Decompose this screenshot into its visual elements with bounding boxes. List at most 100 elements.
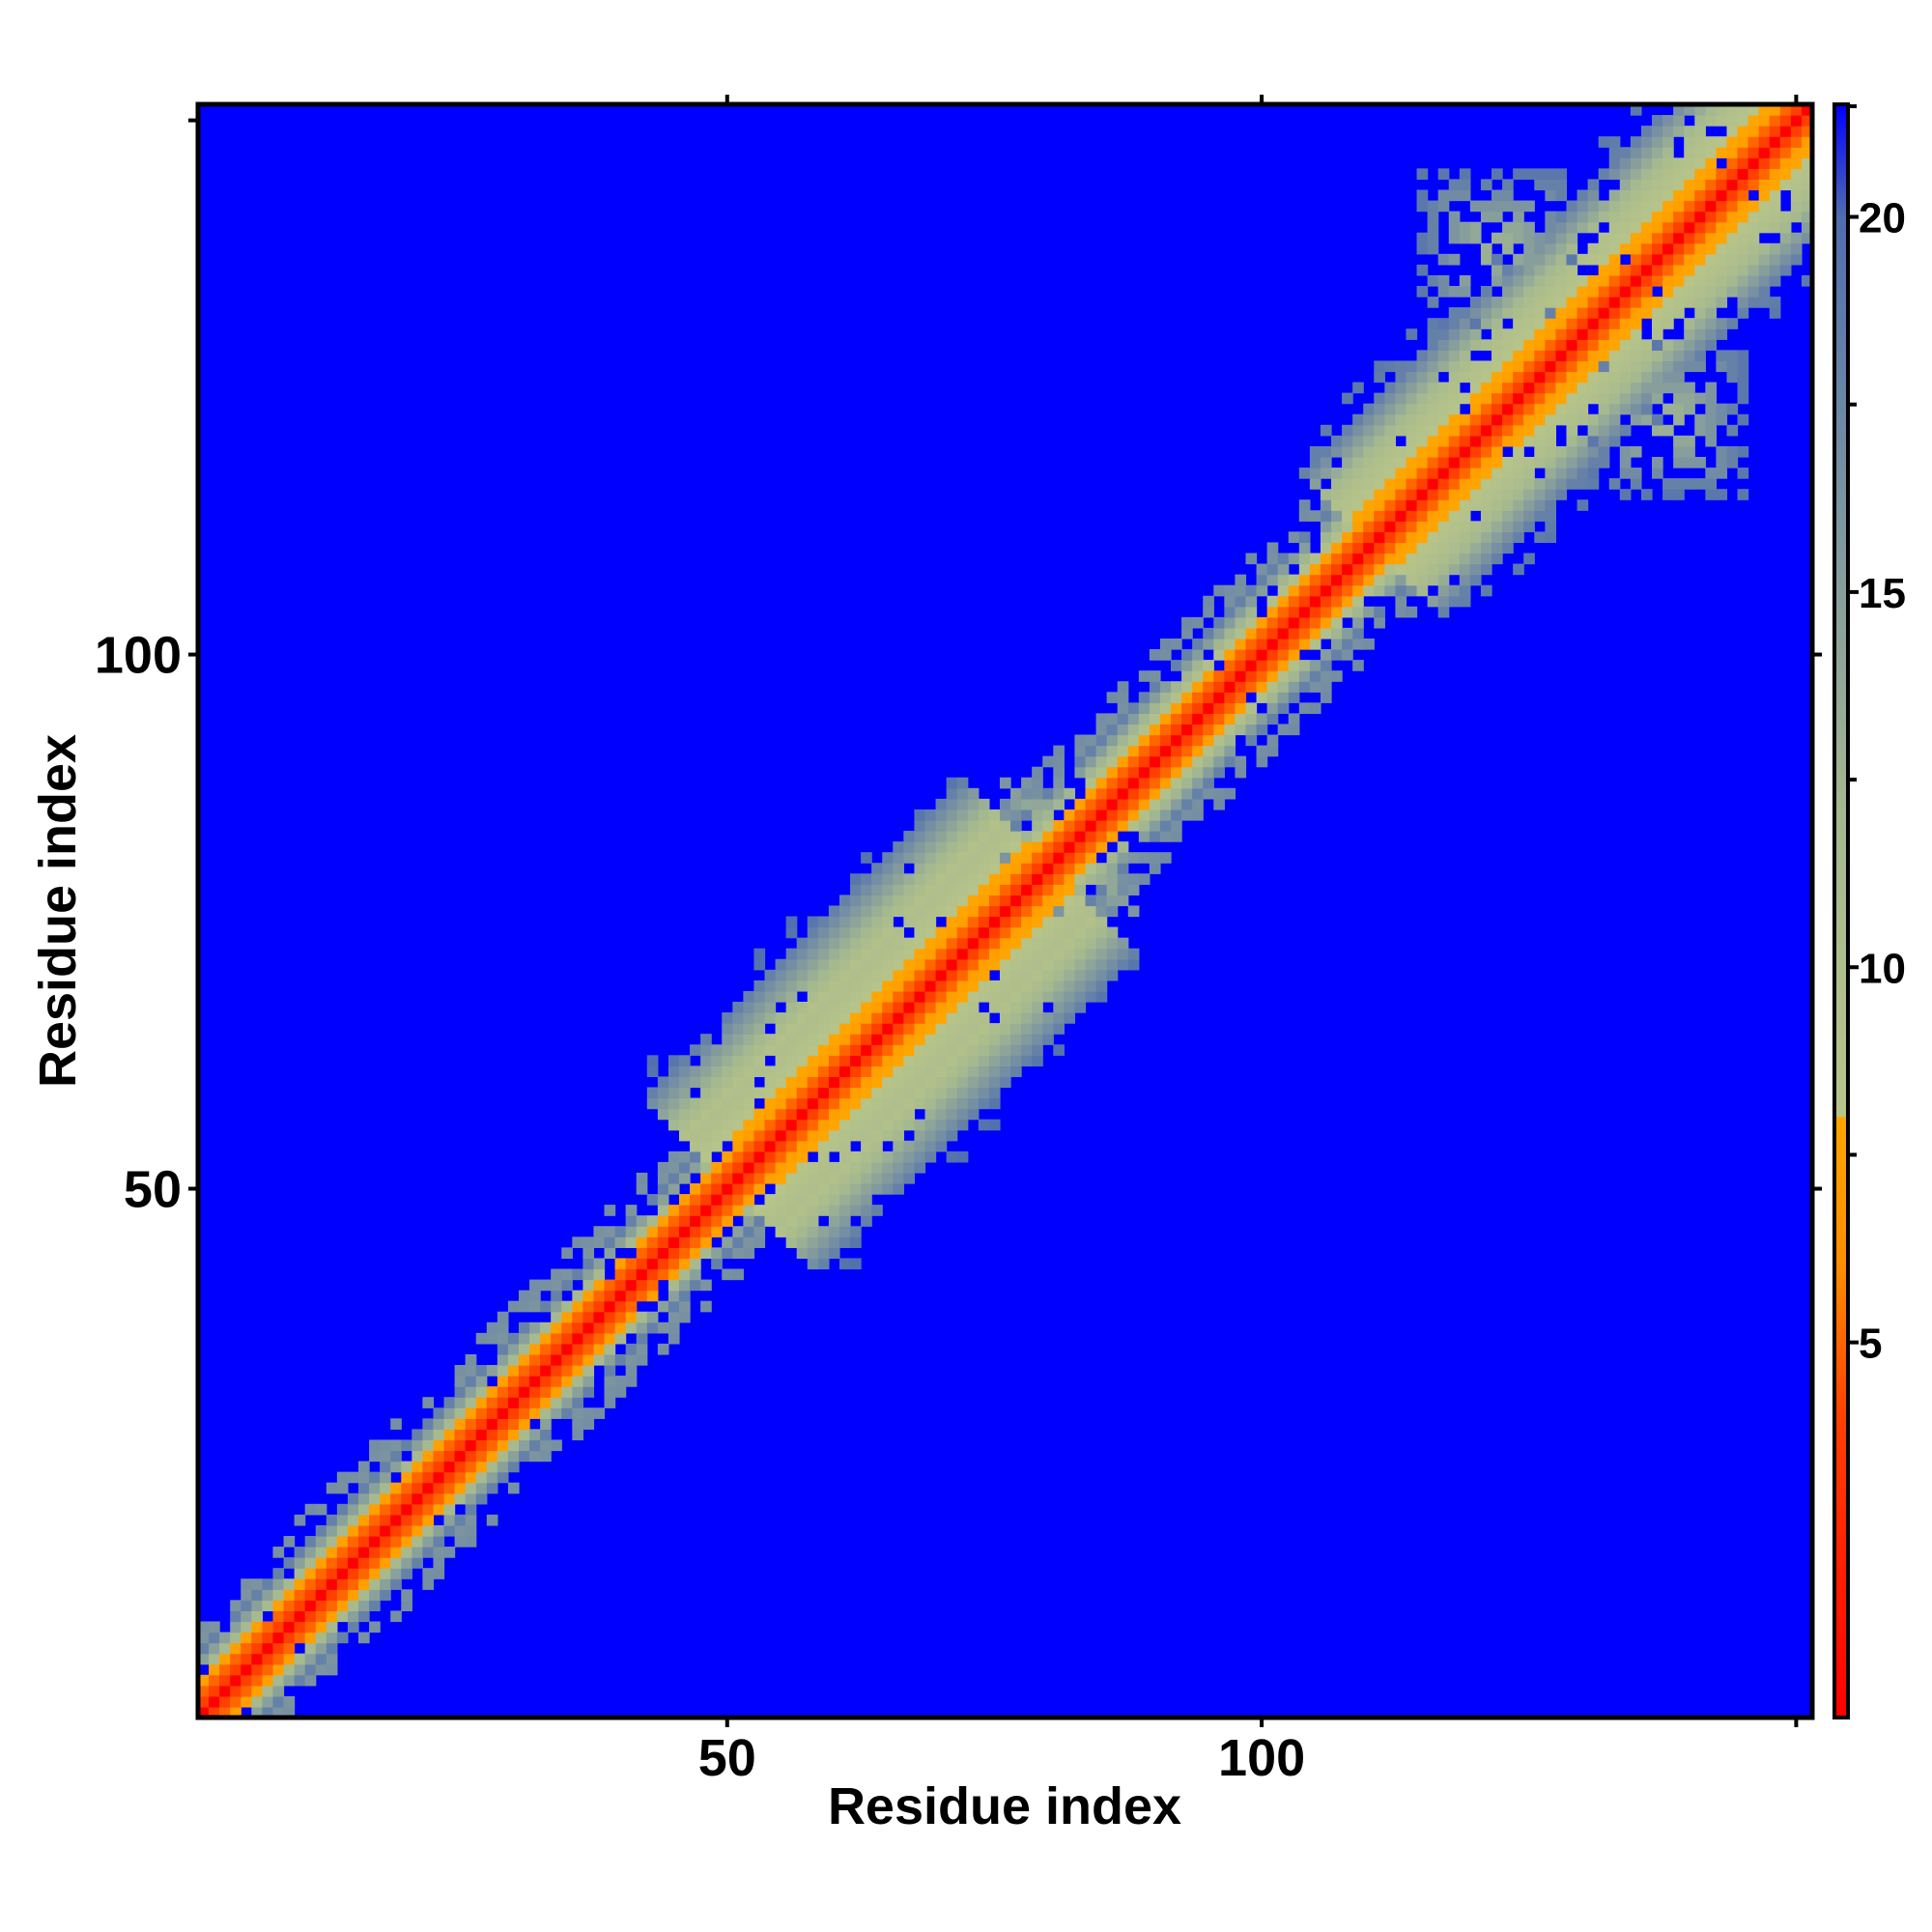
heatmap-cell: [1021, 1055, 1033, 1066]
heatmap-cell: [1106, 958, 1119, 971]
heatmap-cell: [903, 1012, 916, 1024]
heatmap-cell: [1652, 136, 1663, 148]
heatmap-cell: [1619, 211, 1632, 223]
heatmap-cell: [1640, 371, 1653, 384]
heatmap-cell: [978, 1023, 990, 1035]
heatmap-cell: [711, 1065, 723, 1078]
heatmap-cell: [1652, 274, 1663, 287]
heatmap-cell: [465, 1376, 477, 1387]
heatmap-cell: [315, 1600, 327, 1611]
heatmap-cell: [1235, 606, 1247, 618]
heatmap-cell: [785, 1194, 798, 1206]
heatmap-cell: [1652, 360, 1663, 373]
heatmap-cell: [1064, 831, 1076, 842]
heatmap-cell: [1395, 468, 1407, 479]
heatmap-cell: [807, 1034, 819, 1045]
heatmap-cell: [1523, 328, 1535, 340]
heatmap-cell: [1726, 350, 1739, 362]
heatmap-cell: [657, 1258, 669, 1270]
heatmap-cell: [1469, 413, 1482, 426]
heatmap-cell: [540, 1343, 552, 1355]
heatmap-cell: [1492, 424, 1503, 437]
heatmap-cell: [861, 1129, 872, 1142]
heatmap-cell: [582, 1332, 595, 1345]
heatmap-cell: [1117, 809, 1129, 821]
heatmap-cell: [1138, 766, 1151, 779]
heatmap-cell: [828, 1172, 840, 1184]
heatmap-cell: [1469, 318, 1482, 329]
heatmap-cell: [1320, 595, 1332, 608]
heatmap-cell: [1513, 360, 1524, 373]
heatmap-cell: [1630, 392, 1642, 405]
heatmap-cell: [817, 980, 830, 992]
heatmap-cell: [850, 1055, 862, 1066]
heatmap-cell: [1437, 584, 1450, 597]
heatmap-cell: [1032, 980, 1043, 992]
heatmap-cell: [1298, 531, 1311, 544]
heatmap-cell: [614, 1226, 627, 1237]
heatmap-cell: [903, 1119, 916, 1131]
heatmap-cell: [1235, 595, 1247, 608]
heatmap-cell: [1053, 777, 1065, 789]
heatmap-cell: [529, 1365, 541, 1377]
heatmap-cell: [614, 1290, 627, 1302]
heatmap-cell: [732, 1055, 744, 1066]
heatmap-cell: [1480, 499, 1492, 511]
heatmap-cell: [1747, 126, 1760, 137]
heatmap-cell: [401, 1514, 412, 1526]
heatmap-cell: [1277, 681, 1290, 693]
heatmap-cell: [1192, 787, 1204, 800]
heatmap-cell: [518, 1386, 530, 1398]
heatmap-cell: [861, 958, 872, 971]
heatmap-cell: [433, 1482, 445, 1494]
heatmap-cell: [1309, 553, 1321, 565]
heatmap-cell: [604, 1397, 616, 1408]
heatmap-cell: [1213, 692, 1225, 703]
heatmap-cell: [1138, 819, 1151, 832]
heatmap-cell: [1374, 521, 1385, 532]
heatmap-cell: [1716, 200, 1728, 213]
heatmap-cell: [732, 1172, 744, 1184]
heatmap-cell: [1203, 627, 1214, 639]
heatmap-cell: [817, 1247, 830, 1260]
heatmap-cell: [903, 831, 916, 842]
heatmap-cell: [625, 1258, 638, 1270]
heatmap-cell: [946, 905, 958, 918]
heatmap-cell: [1587, 200, 1600, 213]
heatmap-cell: [956, 884, 969, 896]
heatmap-cell: [1716, 403, 1728, 415]
heatmap-cell: [956, 916, 969, 928]
heatmap-cell: [1437, 318, 1450, 329]
heatmap-cell: [1203, 766, 1214, 779]
heatmap-cell: [1224, 670, 1236, 682]
heatmap-cell: [497, 1439, 509, 1452]
heatmap-cell: [1235, 649, 1247, 661]
heatmap-cell: [838, 895, 851, 907]
heatmap-cell: [999, 809, 1011, 821]
heatmap-cell: [850, 884, 862, 896]
heatmap-cell: [401, 1568, 412, 1579]
heatmap-cell: [817, 1140, 830, 1152]
heatmap-cell: [1469, 445, 1482, 458]
heatmap-cell: [1448, 553, 1461, 565]
heatmap-cell: [1480, 553, 1492, 565]
heatmap-cell: [1074, 969, 1087, 981]
heatmap-cell: [209, 1642, 220, 1655]
heatmap-cell: [1266, 670, 1279, 682]
heatmap-cell: [1469, 531, 1482, 544]
heatmap-cell: [443, 1418, 456, 1430]
heatmap-cell: [1277, 574, 1290, 586]
heatmap-cell: [732, 1076, 744, 1089]
heatmap-cell: [454, 1482, 467, 1494]
heatmap-cell: [1769, 157, 1781, 169]
heatmap-cell: [1545, 413, 1557, 426]
heatmap-cell: [838, 1108, 851, 1121]
heatmap-cell: [1427, 318, 1439, 329]
heatmap-cell: [1716, 413, 1728, 426]
heatmap-cell: [1684, 179, 1695, 191]
heatmap-cell: [700, 1055, 712, 1066]
heatmap-cell: [1277, 702, 1290, 714]
heatmap-cell: [1566, 445, 1578, 458]
heatmap-cell: [668, 1279, 680, 1292]
heatmap-cell: [1502, 350, 1514, 362]
